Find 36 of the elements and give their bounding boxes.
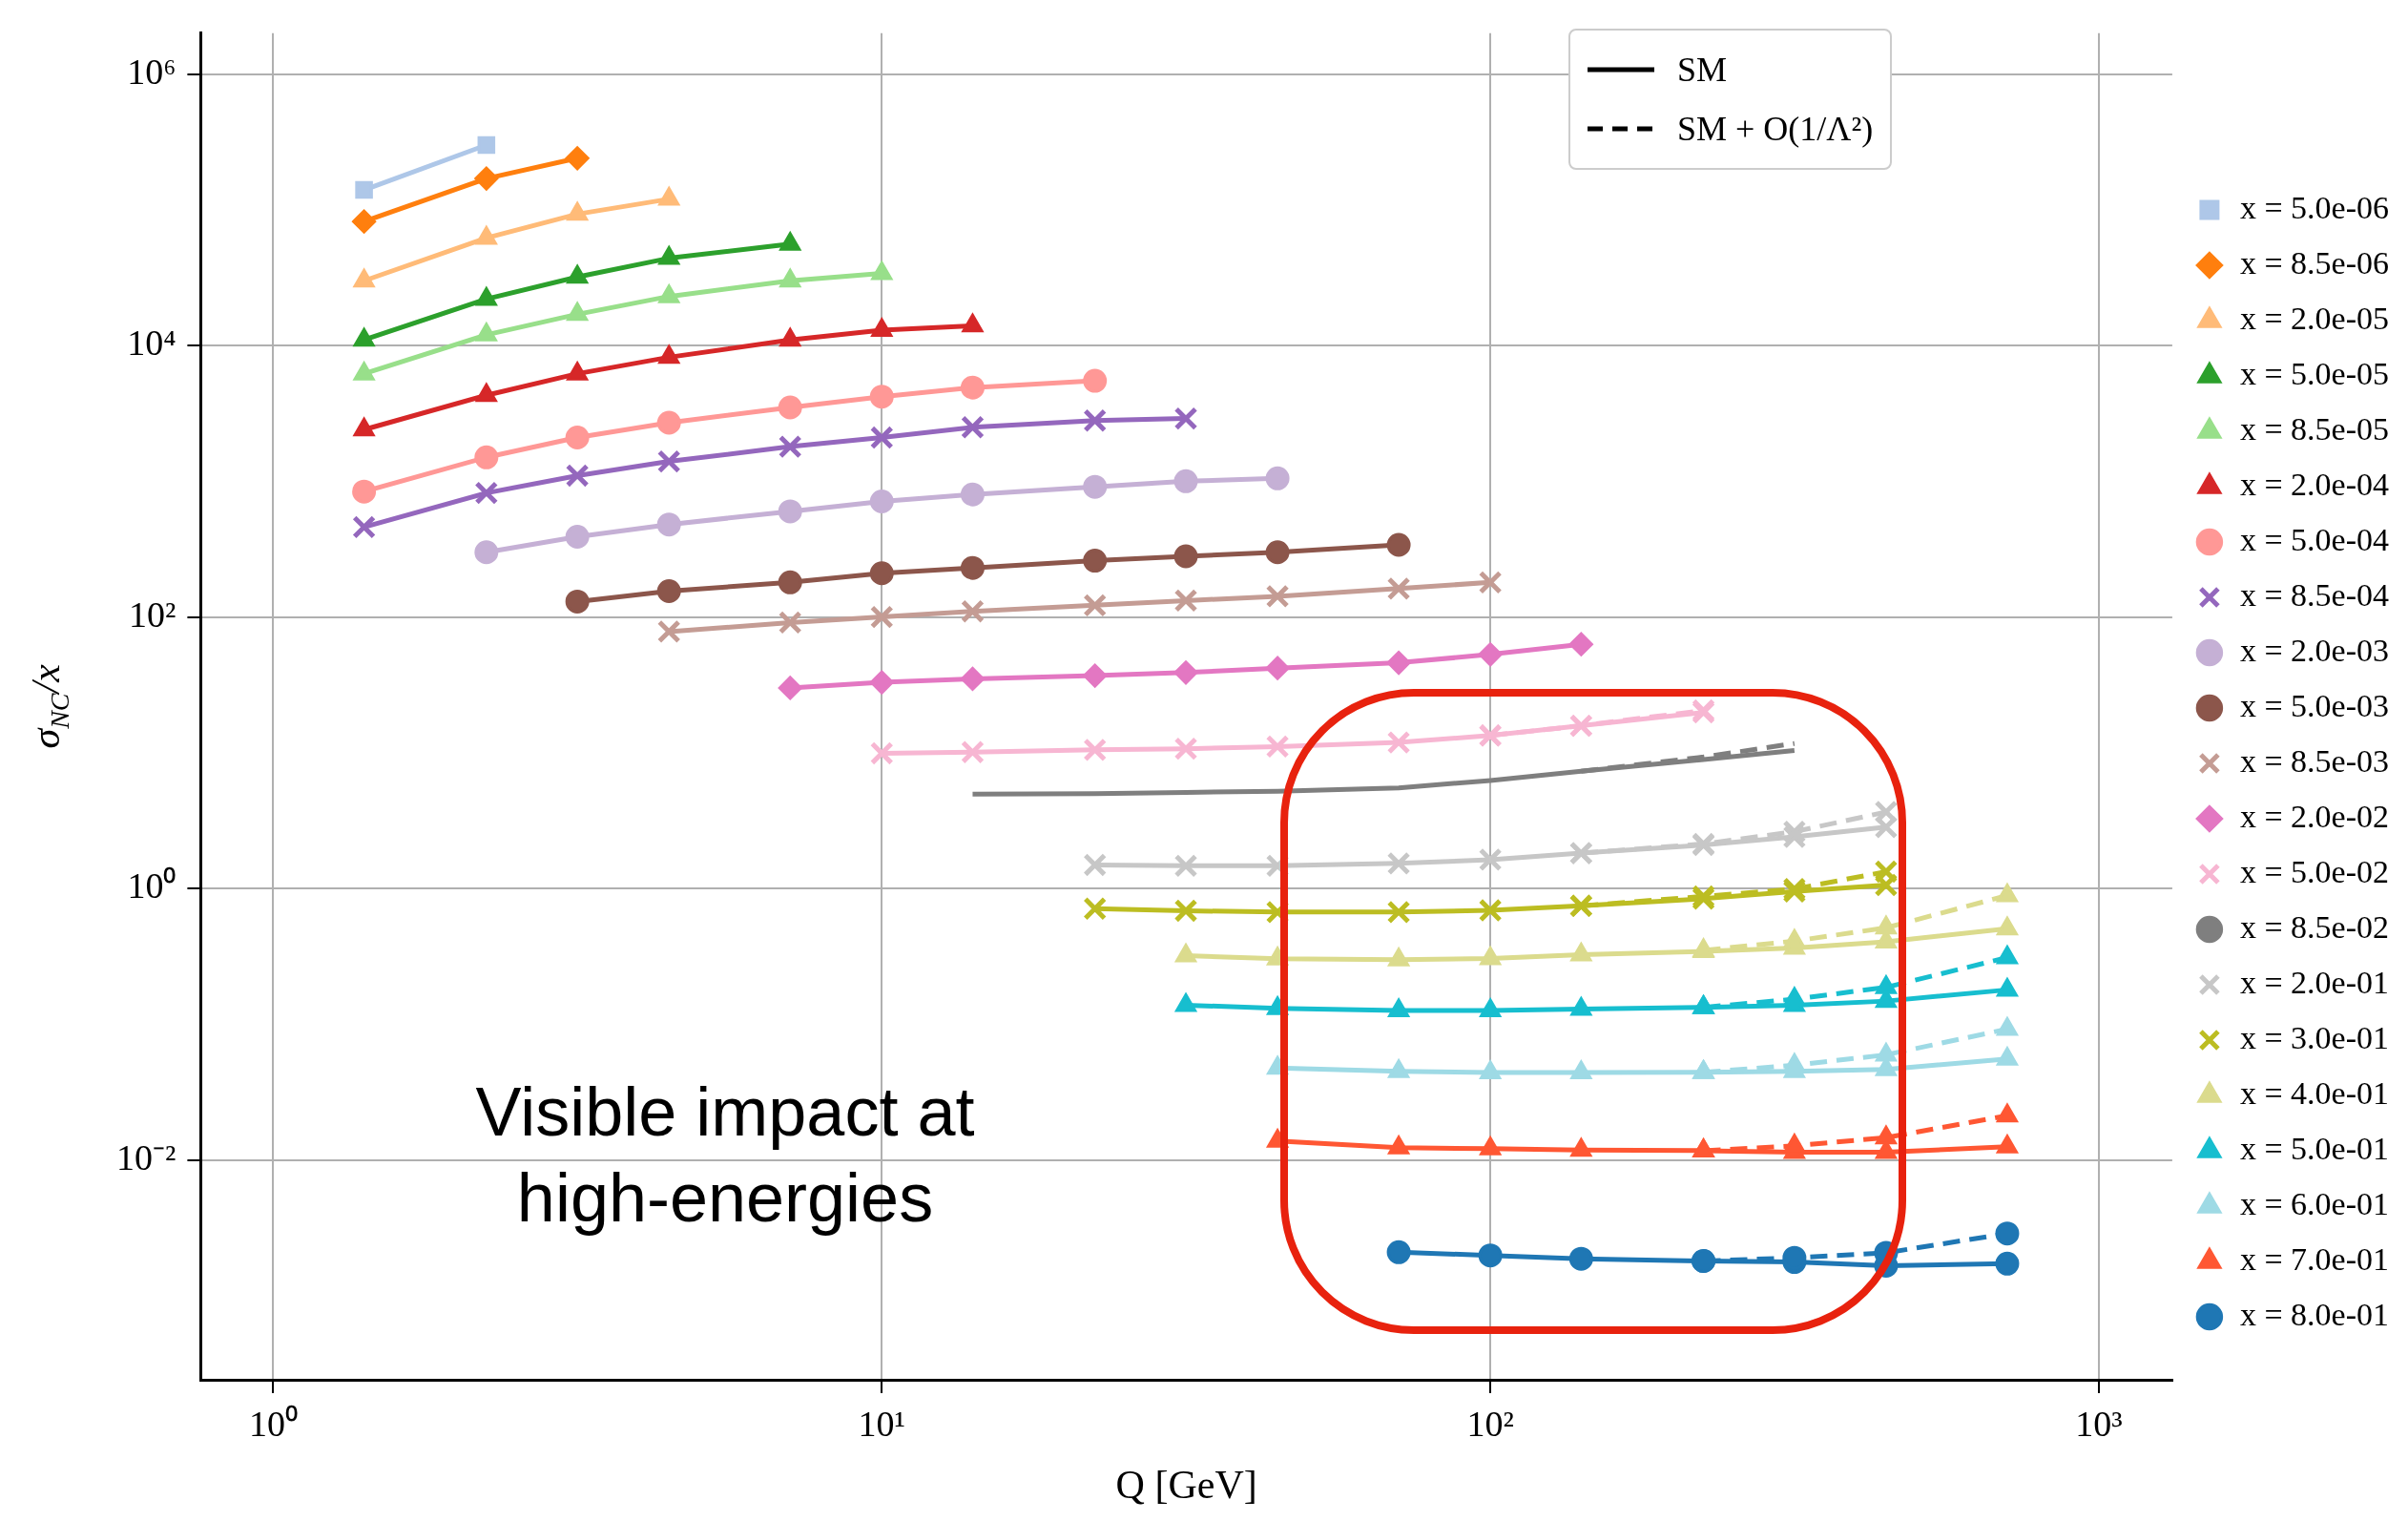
y-tick-label: 10²: [128, 594, 176, 635]
legend-label: x = 8.5e-04: [2239, 576, 2390, 613]
legend-label: x = 5.0e-02: [2239, 853, 2390, 889]
annotation: SM + O(1/Λ²): [1677, 109, 1874, 149]
legend-label: x = 8.5e-03: [2239, 742, 2390, 779]
x-tick-label: 10⁰: [248, 1403, 298, 1444]
annotation: SM: [1677, 50, 1728, 90]
x-tick-label: 10³: [2075, 1403, 2123, 1444]
legend-label: x = 3.0e-01: [2239, 1019, 2390, 1055]
legend-label: x = 2.0e-04: [2239, 466, 2390, 502]
legend-label: x = 2.0e-01: [2239, 964, 2390, 1000]
legend-label: x = 8.5e-02: [2239, 908, 2390, 945]
legend-label: x = 4.0e-01: [2239, 1074, 2390, 1111]
legend-label: x = 5.0e-03: [2239, 687, 2390, 723]
legend-label: x = 2.0e-03: [2239, 632, 2390, 668]
legend-label: x = 5.0e-01: [2239, 1130, 2390, 1166]
style-key-panel: SM SM + O(1/Λ²): [1568, 29, 1893, 170]
legend-label: x = 8.5e-05: [2239, 410, 2390, 447]
legend-label: x = 2.0e-02: [2239, 798, 2390, 834]
x-tick-label: 10¹: [858, 1403, 905, 1444]
legend-label: x = 5.0e-05: [2239, 355, 2390, 391]
legend-label: x = 2.0e-05: [2239, 300, 2390, 336]
y-tick-label: 10⁰: [127, 865, 176, 906]
y-axis-title: σNC/x: [24, 663, 74, 749]
x-axis-title: Q [GeV]: [1115, 1462, 1257, 1507]
annotation: Visible impact at high-energies: [474, 1073, 976, 1238]
y-tick-label: 10⁴: [127, 323, 176, 364]
x-tick-label: 10²: [1466, 1403, 1514, 1444]
y-tick-label: 10⁻²: [115, 1136, 176, 1177]
legend-label: x = 5.0e-06: [2239, 189, 2390, 225]
legend-label: x = 5.0e-04: [2239, 521, 2390, 557]
legend-label: x = 6.0e-01: [2239, 1185, 2390, 1221]
y-tick-label: 10⁶: [127, 51, 176, 92]
legend-label: x = 8.0e-01: [2239, 1296, 2390, 1332]
legend-label: x = 7.0e-01: [2239, 1240, 2390, 1277]
legend-label: x = 8.5e-06: [2239, 244, 2390, 281]
